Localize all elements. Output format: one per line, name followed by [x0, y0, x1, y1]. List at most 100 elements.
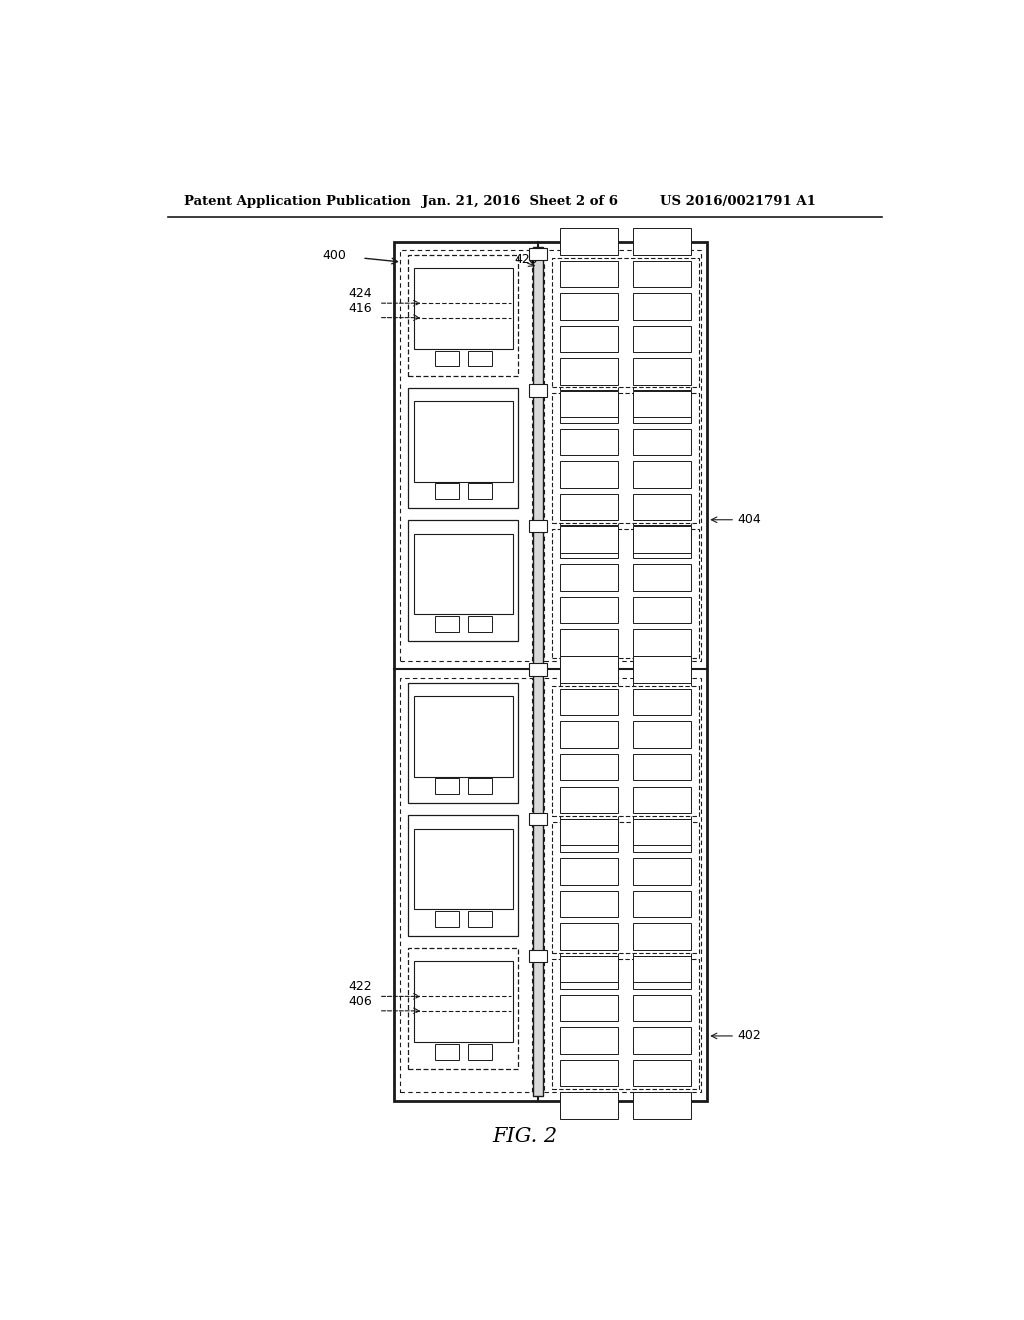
- Text: Jan. 21, 2016  Sheet 2 of 6: Jan. 21, 2016 Sheet 2 of 6: [422, 195, 617, 209]
- Text: 424: 424: [349, 288, 373, 300]
- Bar: [634, 527, 691, 553]
- Bar: [634, 1092, 691, 1118]
- Text: 402: 402: [737, 1030, 761, 1043]
- Bar: [634, 326, 691, 352]
- Bar: [552, 822, 699, 953]
- Bar: [414, 401, 513, 482]
- Bar: [634, 358, 691, 384]
- Bar: [434, 483, 459, 499]
- Bar: [560, 532, 617, 558]
- Bar: [560, 326, 617, 352]
- Text: 404: 404: [737, 513, 761, 527]
- Bar: [634, 228, 691, 255]
- Bar: [394, 242, 708, 1101]
- Bar: [634, 962, 691, 989]
- Text: 406: 406: [349, 995, 373, 1007]
- Bar: [560, 923, 617, 949]
- Bar: [560, 293, 617, 319]
- Bar: [634, 630, 691, 656]
- Bar: [560, 956, 617, 982]
- Bar: [560, 1092, 617, 1118]
- Bar: [434, 616, 459, 632]
- Bar: [468, 616, 492, 632]
- Bar: [634, 722, 691, 748]
- Text: US 2016/0021791 A1: US 2016/0021791 A1: [659, 195, 815, 209]
- Bar: [634, 820, 691, 846]
- Bar: [560, 228, 617, 255]
- Bar: [414, 268, 513, 348]
- Bar: [634, 661, 691, 688]
- Bar: [409, 388, 518, 508]
- Bar: [529, 664, 547, 676]
- Bar: [634, 391, 691, 417]
- Bar: [560, 499, 617, 525]
- Bar: [560, 564, 617, 590]
- Bar: [409, 520, 518, 642]
- Bar: [529, 813, 547, 825]
- Bar: [634, 260, 691, 288]
- Bar: [634, 793, 691, 820]
- Bar: [560, 891, 617, 917]
- Bar: [560, 661, 617, 688]
- Bar: [560, 820, 617, 846]
- Text: 422: 422: [349, 981, 373, 994]
- Bar: [414, 533, 513, 615]
- Bar: [634, 564, 691, 590]
- Bar: [634, 499, 691, 525]
- Bar: [552, 685, 699, 816]
- Bar: [529, 384, 547, 396]
- Bar: [545, 249, 701, 661]
- Bar: [634, 825, 691, 851]
- Text: 420: 420: [514, 252, 539, 265]
- Bar: [634, 532, 691, 558]
- Bar: [560, 787, 617, 813]
- Bar: [634, 461, 691, 487]
- Bar: [560, 461, 617, 487]
- Bar: [634, 689, 691, 715]
- Bar: [409, 682, 518, 803]
- Bar: [634, 656, 691, 682]
- Bar: [560, 260, 617, 288]
- Bar: [634, 923, 691, 949]
- Bar: [634, 597, 691, 623]
- Bar: [634, 293, 691, 319]
- Bar: [560, 429, 617, 455]
- Bar: [400, 677, 531, 1093]
- Bar: [409, 948, 518, 1069]
- Bar: [634, 754, 691, 780]
- Bar: [634, 429, 691, 455]
- Bar: [434, 1044, 459, 1060]
- Bar: [468, 483, 492, 499]
- Bar: [468, 351, 492, 367]
- Bar: [414, 961, 513, 1043]
- Text: 400: 400: [323, 249, 346, 263]
- Bar: [634, 1027, 691, 1053]
- Bar: [414, 829, 513, 909]
- Bar: [560, 391, 617, 417]
- Bar: [560, 1027, 617, 1053]
- Bar: [560, 754, 617, 780]
- Bar: [634, 891, 691, 917]
- Bar: [560, 962, 617, 989]
- Bar: [634, 363, 691, 389]
- Bar: [434, 351, 459, 367]
- Bar: [560, 630, 617, 656]
- Bar: [414, 696, 513, 776]
- Bar: [532, 247, 543, 1096]
- Bar: [468, 1044, 492, 1060]
- Bar: [468, 911, 492, 927]
- Bar: [560, 597, 617, 623]
- Bar: [552, 257, 699, 387]
- Bar: [560, 689, 617, 715]
- Bar: [634, 787, 691, 813]
- Bar: [634, 995, 691, 1022]
- Bar: [552, 958, 699, 1089]
- Bar: [400, 249, 531, 661]
- Text: FIG. 2: FIG. 2: [493, 1127, 557, 1146]
- Bar: [560, 396, 617, 422]
- Bar: [634, 494, 691, 520]
- Bar: [634, 956, 691, 982]
- Bar: [560, 929, 617, 956]
- Bar: [634, 929, 691, 956]
- Bar: [529, 248, 547, 260]
